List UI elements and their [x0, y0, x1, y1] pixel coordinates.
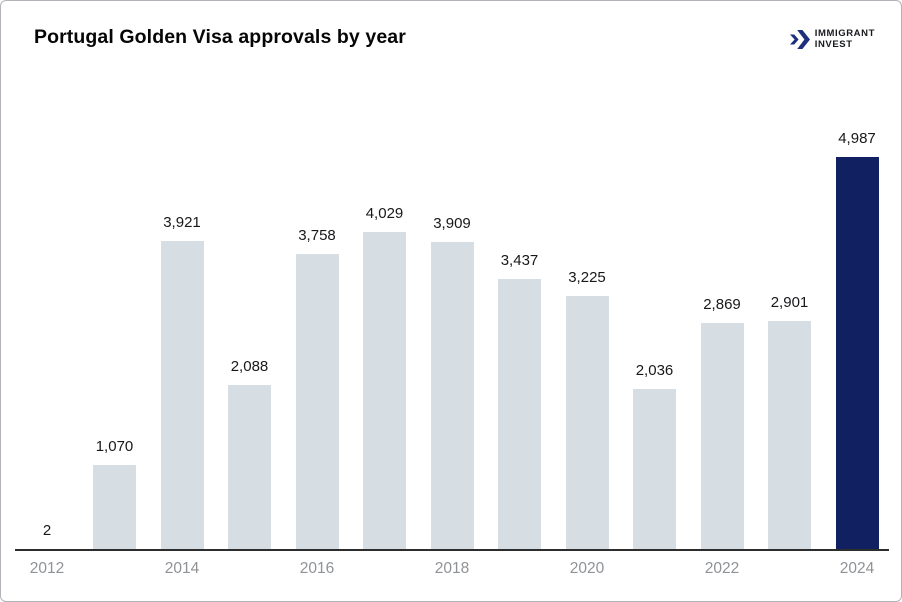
bar-value-label-2013: 1,070 — [95, 438, 134, 455]
bar-2022 — [700, 323, 744, 549]
bar-value-label-2023: 2,901 — [770, 294, 809, 311]
x-tick-label-2024: 2024 — [839, 560, 875, 577]
bar-value-label-2019: 3,437 — [500, 252, 539, 269]
bar-2014 — [160, 241, 204, 549]
bar-2019 — [498, 279, 541, 549]
bar-2015 — [228, 385, 271, 549]
bar-value-label-2016: 3,758 — [298, 227, 336, 244]
x-axis-line — [15, 549, 889, 551]
x-tick-label-2014: 2014 — [164, 560, 200, 577]
bar-value-label-2020: 3,225 — [568, 269, 606, 286]
bar-2013 — [93, 465, 136, 549]
chart-title: Portugal Golden Visa approvals by year — [34, 26, 406, 48]
bar-value-label-2021: 2,036 — [635, 362, 674, 379]
x-tick-label-2022: 2022 — [704, 560, 740, 577]
x-tick-label-2016: 2016 — [299, 560, 335, 577]
bar-value-label-2014: 3,921 — [163, 214, 201, 231]
x-tick-label-2012: 2012 — [29, 560, 65, 577]
bar-2021 — [633, 389, 676, 549]
bar-2017 — [363, 232, 406, 549]
bar-value-label-2022: 2,869 — [703, 296, 741, 313]
x-tick-label-2020: 2020 — [569, 560, 605, 577]
immigrant-invest-logo: IMMIGRANT INVEST — [789, 28, 875, 50]
bar-value-label-2024: 4,987 — [838, 130, 876, 147]
x-tick-label-2018: 2018 — [434, 560, 470, 577]
bar-value-label-2012: 2 — [42, 522, 52, 539]
double-chevron-right-icon — [789, 30, 810, 49]
bar-2016 — [295, 254, 339, 549]
logo-wordmark: IMMIGRANT INVEST — [814, 28, 875, 50]
bar-2018 — [430, 242, 474, 549]
bar-value-label-2018: 3,909 — [433, 215, 471, 232]
bar-2024 — [835, 157, 879, 549]
bar-2023 — [768, 321, 811, 549]
logo-line-2: INVEST — [814, 38, 853, 50]
bar-2020 — [565, 296, 609, 549]
bar-value-label-2017: 4,029 — [365, 205, 404, 222]
logo-line-1: IMMIGRANT — [814, 28, 875, 39]
bar-value-label-2015: 2,088 — [230, 358, 269, 375]
